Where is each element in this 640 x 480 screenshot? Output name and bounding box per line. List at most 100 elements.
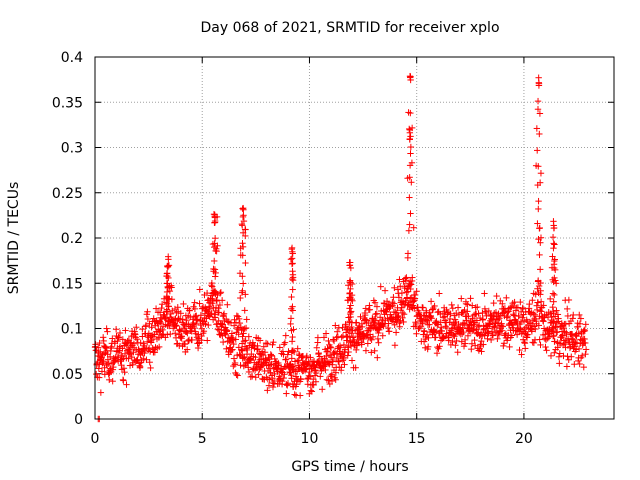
data-point <box>307 354 314 361</box>
data-point <box>371 299 379 306</box>
data-point <box>362 316 369 323</box>
data-point <box>191 305 199 313</box>
data-point <box>426 321 433 328</box>
data-point <box>562 344 569 351</box>
y-tick-label: 0.35 <box>52 95 83 111</box>
data-point <box>550 240 557 247</box>
data-point <box>99 359 107 367</box>
y-tick-label: 0.2 <box>61 231 83 247</box>
data-point <box>373 325 380 332</box>
data-point <box>200 327 208 335</box>
data-point <box>535 197 542 205</box>
data-point <box>493 292 500 300</box>
data-point <box>353 342 361 349</box>
data-point <box>167 330 174 338</box>
data-point <box>281 339 289 346</box>
data-point <box>407 210 414 217</box>
data-point <box>559 322 567 329</box>
data-point <box>338 364 345 371</box>
data-point <box>460 328 467 336</box>
x-tick-label: 15 <box>408 431 426 447</box>
data-point <box>165 262 173 269</box>
data-point <box>141 349 148 357</box>
data-point <box>235 315 243 323</box>
data-point <box>164 331 171 338</box>
data-point <box>239 326 247 333</box>
data-point <box>212 288 219 295</box>
data-point <box>320 334 328 341</box>
data-point <box>220 310 228 317</box>
data-point <box>247 357 255 364</box>
data-point <box>550 218 557 225</box>
data-point <box>318 386 326 393</box>
data-point <box>409 274 416 281</box>
data-point <box>499 323 507 330</box>
data-point <box>104 328 111 335</box>
data-point <box>296 392 304 399</box>
data-point <box>335 358 342 365</box>
data-point <box>385 320 392 327</box>
data-point <box>571 361 578 368</box>
data-point <box>324 347 332 355</box>
data-point <box>232 336 239 343</box>
data-point <box>554 344 561 351</box>
data-point <box>289 303 296 310</box>
data-point <box>455 320 462 328</box>
data-point <box>211 266 219 273</box>
data-point <box>268 360 275 368</box>
data-point <box>312 378 320 385</box>
data-point <box>562 320 569 328</box>
data-point <box>168 296 176 303</box>
data-point <box>106 353 114 361</box>
data-point <box>464 301 471 308</box>
data-point <box>581 335 588 343</box>
data-point <box>544 335 551 342</box>
data-point <box>528 328 536 335</box>
data-point <box>371 321 378 328</box>
data-point <box>561 340 569 348</box>
data-point <box>92 341 99 348</box>
data-point <box>252 354 259 361</box>
data-point <box>161 314 169 322</box>
data-point <box>564 312 572 320</box>
data-point <box>347 302 354 309</box>
data-point <box>348 357 356 364</box>
data-point <box>500 340 508 347</box>
data-point <box>531 311 539 319</box>
data-point <box>148 336 155 344</box>
data-point <box>306 373 314 380</box>
data-point <box>211 217 219 225</box>
plot-border <box>94 56 615 420</box>
data-point <box>228 346 235 354</box>
data-point <box>337 344 344 351</box>
data-point <box>550 309 557 317</box>
data-point <box>232 319 240 326</box>
data-point <box>536 110 544 117</box>
data-point <box>106 376 113 384</box>
data-point <box>212 245 220 253</box>
data-point <box>212 269 219 277</box>
data-point <box>375 339 382 346</box>
y-tick-label: 0.25 <box>52 186 83 202</box>
data-point <box>229 346 236 353</box>
data-point <box>348 330 355 337</box>
data-point <box>242 291 249 298</box>
data-point <box>305 372 313 379</box>
data-point <box>534 299 542 306</box>
data-point <box>399 309 406 317</box>
data-point <box>327 343 334 351</box>
data-point <box>116 329 124 337</box>
data-point <box>381 287 389 294</box>
data-point <box>101 343 109 351</box>
data-point <box>374 354 381 361</box>
data-point <box>533 306 541 314</box>
data-point <box>582 339 589 347</box>
data-point <box>408 179 415 186</box>
data-point <box>454 349 461 356</box>
data-point <box>289 260 296 267</box>
data-point <box>475 322 483 329</box>
data-point <box>100 358 107 365</box>
data-point <box>242 337 249 344</box>
data-point <box>412 320 420 328</box>
data-point <box>344 333 351 341</box>
